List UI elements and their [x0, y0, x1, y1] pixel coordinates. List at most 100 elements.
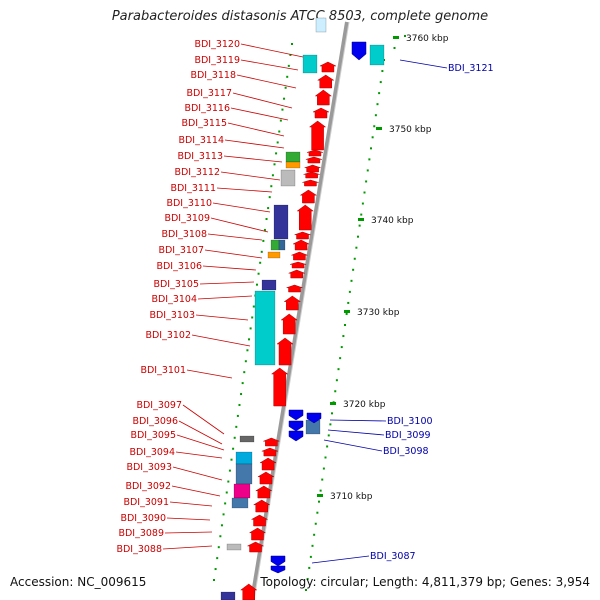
- forward-gene-arrow: [316, 74, 335, 89]
- forward-gene-arrow: [296, 204, 314, 231]
- scale-marker: [376, 127, 382, 130]
- tick-mark: [243, 371, 246, 374]
- feature-layer: [220, 17, 385, 600]
- forward-leader-line: [207, 233, 263, 241]
- feature-box: [302, 54, 318, 74]
- feature-box: [235, 451, 253, 465]
- forward-leader-line: [202, 265, 257, 271]
- tick-mark: [228, 469, 231, 472]
- tick-mark: [275, 152, 278, 155]
- forward-gene-label: BDI_3089: [118, 528, 164, 539]
- reverse-gene-arrow: [270, 555, 286, 567]
- forward-leader-line: [210, 217, 269, 233]
- tick-mark: [318, 500, 320, 503]
- feature-box: [285, 161, 301, 169]
- forward-gene-arrow: [306, 149, 324, 157]
- tick-layer: [213, 35, 406, 591]
- forward-gene-label: BDI_3114: [178, 135, 224, 146]
- forward-gene-arrow: [305, 156, 322, 164]
- tick-mark: [268, 196, 271, 199]
- tick-mark: [219, 535, 222, 538]
- forward-gene-arrow: [286, 284, 303, 293]
- tick-mark: [352, 268, 355, 271]
- tick-mark: [265, 218, 268, 221]
- forward-gene-label: BDI_3119: [194, 55, 240, 66]
- forward-leader-line: [212, 202, 271, 213]
- forward-leader-line: [199, 281, 255, 285]
- tick-mark: [222, 513, 225, 516]
- forward-gene-label: BDI_3107: [158, 245, 204, 256]
- feature-box: [285, 151, 301, 163]
- tick-mark: [339, 357, 342, 360]
- forward-gene-arrow: [304, 164, 321, 173]
- tick-mark: [379, 81, 382, 84]
- tick-mark: [366, 169, 369, 172]
- tick-mark: [232, 447, 235, 450]
- scale-label: 3740 kbp: [371, 216, 414, 226]
- forward-leader-line: [172, 466, 223, 481]
- tick-mark: [308, 566, 311, 569]
- tick-mark: [217, 546, 220, 549]
- feature-box: [261, 279, 277, 291]
- forward-gene-arrow: [257, 471, 275, 485]
- tick-mark: [273, 163, 276, 166]
- tick-mark: [342, 335, 345, 338]
- tick-mark: [393, 47, 396, 49]
- forward-leader-line: [195, 314, 249, 321]
- feature-box: [369, 44, 385, 66]
- tick-mark: [240, 393, 243, 396]
- forward-leader-line: [164, 531, 213, 534]
- tick-mark: [378, 92, 381, 95]
- feature-box: [254, 290, 276, 366]
- tick-mark: [373, 125, 376, 128]
- forward-gene-arrow: [259, 457, 277, 471]
- tick-mark: [257, 272, 260, 275]
- forward-gene-arrow: [283, 295, 302, 311]
- tick-mark: [321, 478, 324, 481]
- reverse-leader-line: [323, 439, 383, 452]
- reverse-leader-line: [311, 555, 370, 564]
- forward-gene-arrow: [314, 89, 333, 106]
- forward-gene-label: BDI_3105: [153, 279, 199, 290]
- tick-mark: [213, 579, 215, 581]
- tick-mark: [365, 180, 368, 183]
- tick-mark: [262, 239, 265, 242]
- scale-label: 3750 kbp: [389, 125, 432, 135]
- tick-mark: [267, 207, 270, 210]
- reverse-gene-label: BDI_3087: [370, 551, 416, 562]
- forward-gene-arrow: [294, 231, 311, 240]
- reverse-gene-arrow: [288, 420, 304, 432]
- reverse-gene-arrow: [288, 409, 304, 421]
- feature-box: [239, 435, 255, 443]
- forward-leader-line: [171, 485, 221, 497]
- tick-mark: [335, 379, 338, 382]
- forward-gene-arrow: [319, 61, 337, 73]
- forward-leader-line: [178, 420, 223, 445]
- tick-mark: [314, 522, 317, 525]
- forward-leader-line: [227, 122, 285, 137]
- tick-mark: [259, 261, 262, 264]
- tick-mark: [284, 86, 287, 89]
- map-title: Parabacteroides distasonis ATCC 8503, co…: [111, 9, 489, 24]
- scale-label: 3710 kbp: [330, 492, 373, 502]
- tick-mark: [278, 130, 281, 133]
- forward-gene-label: BDI_3110: [166, 198, 212, 209]
- forward-gene-label: BDI_3090: [120, 513, 166, 524]
- tick-mark: [361, 202, 364, 205]
- tick-mark: [286, 75, 289, 78]
- tick-mark: [334, 390, 337, 393]
- backbone-highlight: [253, 21, 350, 600]
- tick-mark: [252, 305, 255, 308]
- forward-gene-label: BDI_3095: [130, 430, 176, 441]
- feature-box: [231, 497, 249, 509]
- tick-mark: [241, 382, 244, 385]
- forward-leader-line: [236, 74, 297, 89]
- forward-gene-label: BDI_3103: [149, 310, 195, 321]
- reverse-gene-arrow: [306, 412, 322, 424]
- tick-mark: [236, 414, 239, 417]
- forward-gene-label: BDI_3112: [174, 167, 220, 178]
- forward-leader-line: [240, 43, 304, 58]
- scale-label: 3720 kbp: [343, 400, 386, 410]
